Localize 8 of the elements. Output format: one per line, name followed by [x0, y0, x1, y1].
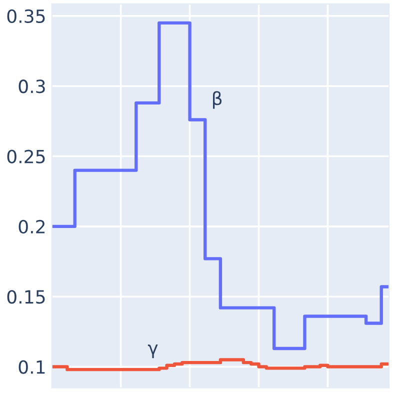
y-tick-label: 0.15 — [7, 290, 45, 304]
annotation: γ — [148, 344, 158, 358]
y-tick-label: 0.1 — [18, 360, 45, 374]
annotation: β — [213, 91, 222, 109]
y-tick-label: 0.35 — [7, 9, 45, 24]
y-tick-label: 0.3 — [18, 80, 45, 94]
y-tick-label: 0.25 — [7, 150, 45, 164]
y-tick-label: 0.2 — [18, 220, 45, 234]
